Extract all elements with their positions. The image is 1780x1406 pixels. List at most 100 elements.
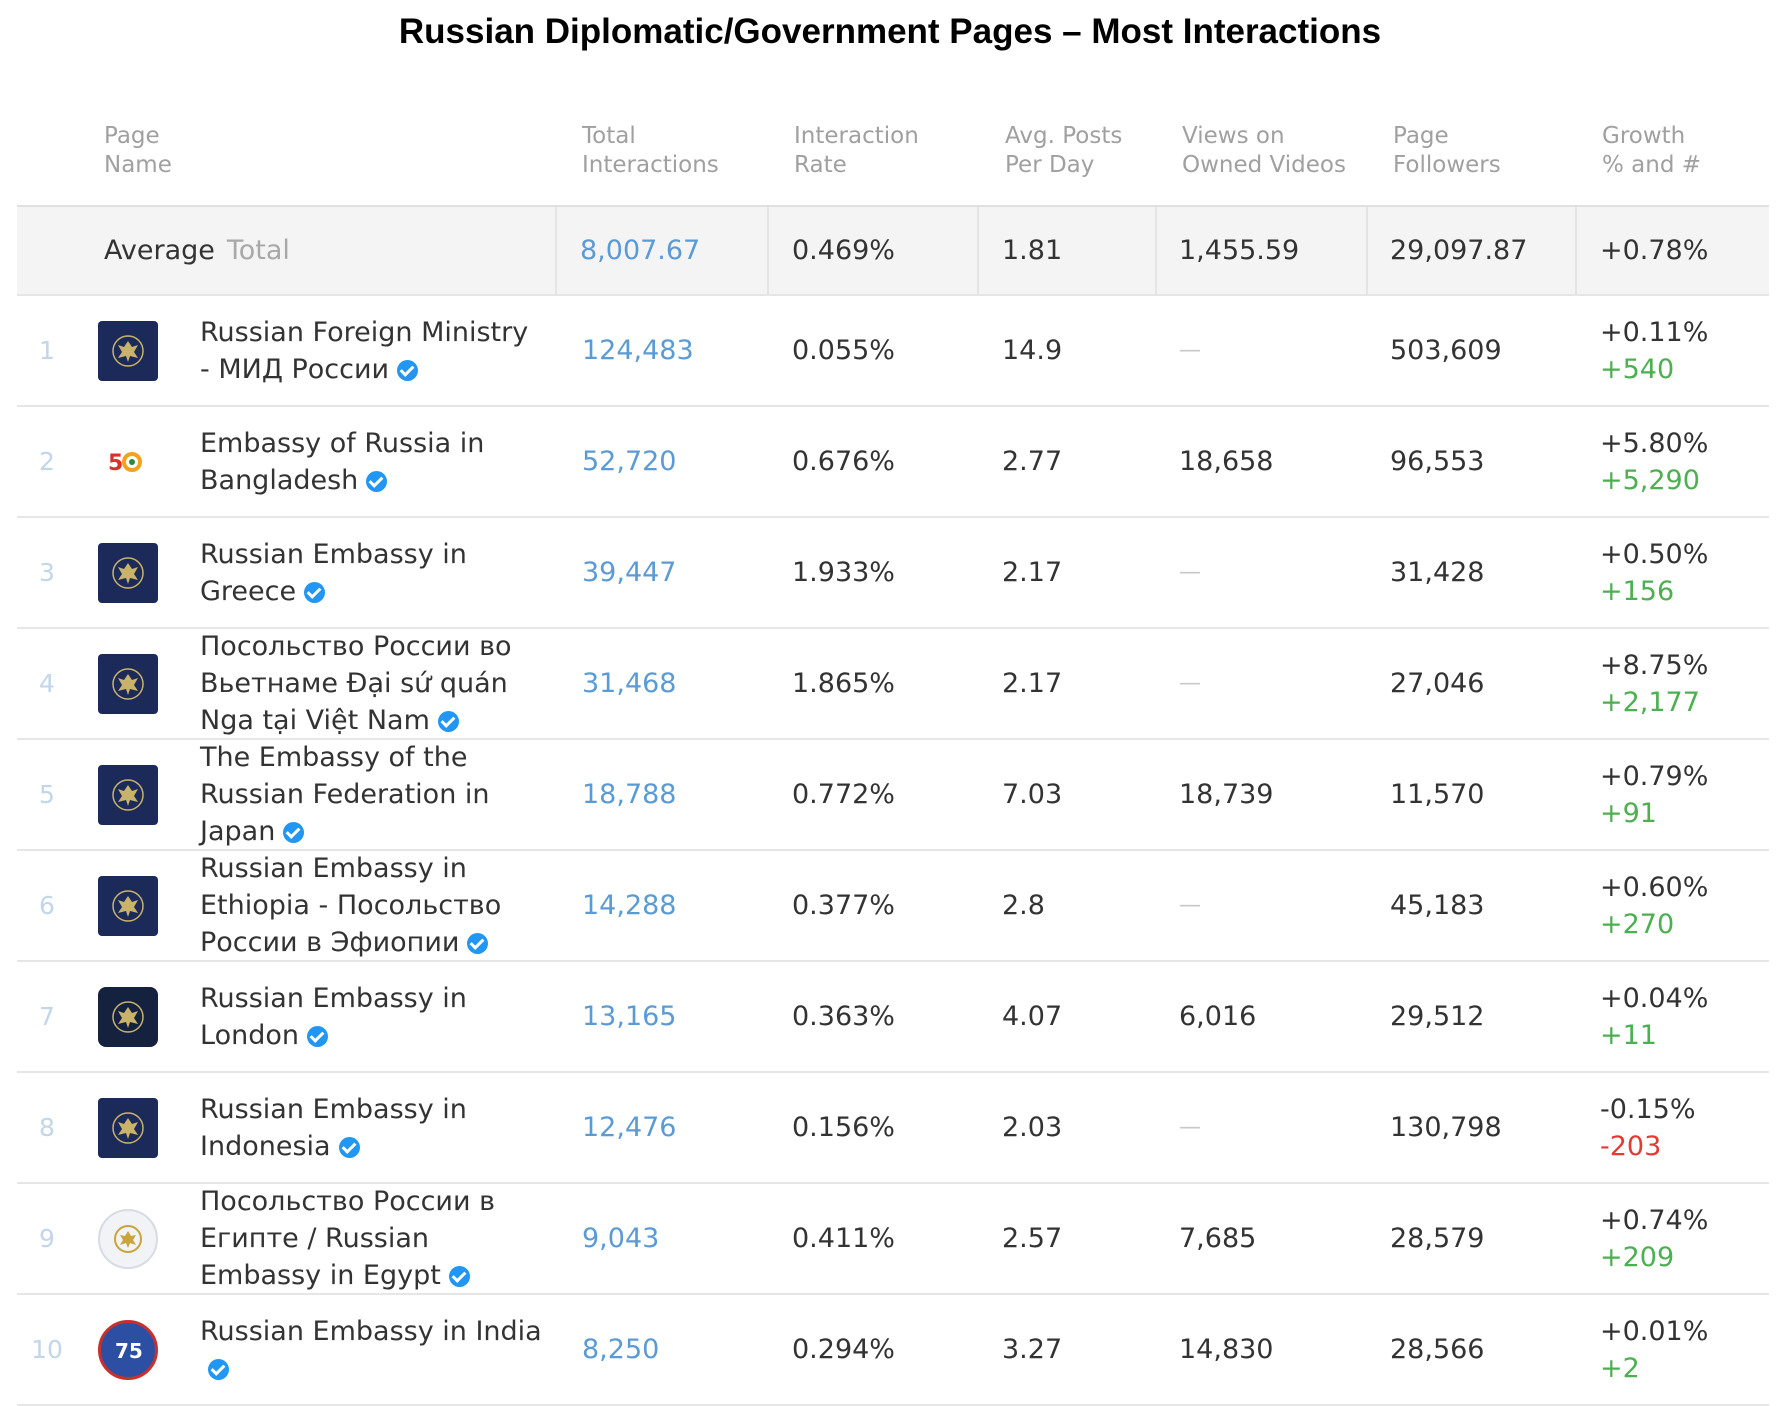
russian-coat-of-arms-icon[interactable] bbox=[98, 542, 158, 603]
russian-coat-of-arms-icon[interactable] bbox=[98, 320, 158, 381]
total-interactions[interactable]: 13,165 bbox=[582, 1001, 677, 1032]
page-followers: 28,579 bbox=[1390, 1223, 1485, 1254]
page-name-link[interactable]: Russian Embassy in Ethiopia - Посольство… bbox=[200, 850, 545, 961]
page-name-link[interactable]: The Embassy of the Russian Federation in… bbox=[200, 739, 545, 850]
total-interactions[interactable]: 9,043 bbox=[582, 1223, 660, 1254]
page-name[interactable]: Embassy of Russia in Bangladesh bbox=[200, 427, 485, 496]
total-interactions[interactable]: 124,483 bbox=[582, 335, 694, 366]
page-name[interactable]: Посольство России во Вьетнаме Đại sứ quá… bbox=[200, 631, 512, 736]
russian-coat-of-arms-icon[interactable] bbox=[98, 653, 158, 714]
interaction-rate: 1.933% bbox=[792, 557, 895, 588]
growth-percent: +0.01% bbox=[1600, 1315, 1709, 1347]
page-name-link[interactable]: Russian Embassy in London bbox=[200, 980, 545, 1054]
avg-posts-per-day: 2.17 bbox=[1002, 557, 1063, 588]
page-name-link[interactable]: Посольство России во Вьетнаме Đại sứ quá… bbox=[200, 628, 545, 739]
page-name[interactable]: Russian Embassy in London bbox=[200, 982, 467, 1051]
page-name[interactable]: The Embassy of the Russian Federation in… bbox=[200, 742, 490, 847]
table-row[interactable]: 5 The Embassy of the Russian Federation i… bbox=[17, 740, 1769, 851]
russian-coat-of-arms-icon[interactable] bbox=[98, 1097, 158, 1158]
page-name-link[interactable]: Embassy of Russia in Bangladesh bbox=[200, 425, 545, 499]
header-avg-posts[interactable]: Avg. Posts Per Day bbox=[1005, 123, 1123, 178]
average-label: Average bbox=[104, 235, 215, 266]
interaction-rate: 0.294% bbox=[792, 1334, 895, 1365]
rank-number: 2 bbox=[39, 447, 55, 476]
rank-number: 3 bbox=[39, 558, 55, 587]
page-followers: 45,183 bbox=[1390, 890, 1485, 921]
growth-percent: +0.50% bbox=[1600, 538, 1709, 570]
header-views[interactable]: Views on Owned Videos bbox=[1182, 123, 1346, 178]
growth-percent: +0.04% bbox=[1600, 982, 1709, 1014]
verified-badge-icon bbox=[304, 581, 326, 603]
average-followers: 29,097.87 bbox=[1390, 235, 1528, 266]
views-owned-videos: 7,685 bbox=[1179, 1223, 1257, 1254]
growth-absolute: +156 bbox=[1600, 575, 1675, 607]
embassy-seal-icon[interactable] bbox=[98, 1208, 158, 1269]
verified-badge-icon bbox=[338, 1136, 360, 1158]
page-name[interactable]: Russian Embassy in India bbox=[200, 1315, 542, 1347]
verified-badge-icon bbox=[208, 1358, 229, 1380]
interaction-rate: 0.363% bbox=[792, 1001, 895, 1032]
table-row[interactable]: 6 Russian Embassy in Ethiopia - Посольств… bbox=[17, 851, 1769, 962]
rank-number: 5 bbox=[39, 780, 55, 809]
interaction-rate: 0.156% bbox=[792, 1112, 895, 1143]
verified-badge-icon bbox=[366, 470, 388, 492]
table-row[interactable]: 10 75 Russian Embassy in India 8,250 0.294% 3… bbox=[17, 1295, 1769, 1406]
page-name-link[interactable]: Russian Embassy in India bbox=[200, 1313, 545, 1387]
page-name[interactable]: Russian Embassy in Indonesia bbox=[200, 1093, 467, 1162]
table-row[interactable]: 3 Russian Embassy in Greece 39,447 1.933% 2.… bbox=[17, 518, 1769, 629]
russian-coat-of-arms-icon[interactable] bbox=[98, 764, 158, 825]
total-interactions[interactable]: 14,288 bbox=[582, 890, 677, 921]
header-interaction-rate[interactable]: Interaction Rate bbox=[794, 123, 919, 178]
growth-percent: +0.60% bbox=[1600, 871, 1709, 903]
table-row[interactable]: 4 Посольство России во Вьетнаме Đại sứ qu… bbox=[17, 629, 1769, 740]
header-total-interactions[interactable]: Total Interactions bbox=[582, 123, 719, 178]
anniversary-75-logo-icon[interactable]: 75 bbox=[98, 1319, 158, 1380]
total-interactions[interactable]: 39,447 bbox=[582, 557, 677, 588]
header-growth[interactable]: Growth % and # bbox=[1602, 123, 1702, 178]
views-owned-videos: — bbox=[1179, 671, 1201, 696]
verified-badge-icon bbox=[448, 1266, 470, 1287]
table-row[interactable]: 7 Russian Embassy in London 13,165 0.363% 4.… bbox=[17, 962, 1769, 1073]
page-name[interactable]: Russian Foreign Ministry - МИД России bbox=[200, 316, 529, 385]
interaction-rate: 1.865% bbox=[792, 668, 895, 699]
page-name-link[interactable]: Посольство России в Египте / Russian Emb… bbox=[200, 1183, 545, 1294]
table-row[interactable]: 8 Russian Embassy in Indonesia 12,476 0.156… bbox=[17, 1073, 1769, 1184]
views-owned-videos: — bbox=[1179, 560, 1201, 585]
total-interactions[interactable]: 8,250 bbox=[582, 1334, 660, 1365]
page-name[interactable]: Посольство России в Египте / Russian Emb… bbox=[200, 1186, 496, 1291]
page-name-link[interactable]: Russian Foreign Ministry - МИД России bbox=[200, 314, 545, 388]
avg-posts-per-day: 2.17 bbox=[1002, 668, 1063, 699]
header-followers[interactable]: Page Followers bbox=[1393, 123, 1501, 178]
total-interactions[interactable]: 12,476 bbox=[582, 1112, 677, 1143]
anniversary-50-logo-icon[interactable]: 5 bbox=[98, 431, 158, 492]
avg-posts-per-day: 2.57 bbox=[1002, 1223, 1063, 1254]
table-row[interactable]: 1 Russian Foreign Ministry - МИД России 12… bbox=[17, 296, 1769, 407]
average-total-toggle[interactable]: Total bbox=[226, 235, 290, 266]
avg-posts-per-day: 3.27 bbox=[1002, 1334, 1063, 1365]
russian-coat-of-arms-icon[interactable] bbox=[98, 986, 158, 1047]
rank-number: 4 bbox=[39, 669, 55, 698]
interaction-rate: 0.676% bbox=[792, 446, 895, 477]
average-avg-posts: 1.81 bbox=[1002, 235, 1063, 266]
total-interactions[interactable]: 18,788 bbox=[582, 779, 677, 810]
growth-percent: +5.80% bbox=[1600, 427, 1709, 459]
table-row[interactable]: 9 Посольство России в Египте / Russian Em… bbox=[17, 1184, 1769, 1295]
rank-number: 7 bbox=[39, 1002, 55, 1031]
growth-percent: +8.75% bbox=[1600, 649, 1709, 681]
page-name-link[interactable]: Russian Embassy in Indonesia bbox=[200, 1091, 545, 1165]
avg-posts-per-day: 2.03 bbox=[1002, 1112, 1063, 1143]
russian-coat-of-arms-icon[interactable] bbox=[98, 875, 158, 936]
total-interactions[interactable]: 52,720 bbox=[582, 446, 677, 477]
growth-absolute: -203 bbox=[1600, 1130, 1662, 1162]
page-followers: 503,609 bbox=[1390, 335, 1502, 366]
table-row[interactable]: 2 5 Embassy of Russia in Bangladesh 52,720 0… bbox=[17, 407, 1769, 518]
interaction-rate: 0.772% bbox=[792, 779, 895, 810]
page-name-link[interactable]: Russian Embassy in Greece bbox=[200, 536, 545, 610]
total-interactions[interactable]: 31,468 bbox=[582, 668, 677, 699]
page-name[interactable]: Russian Embassy in Greece bbox=[200, 538, 467, 607]
table-header: Page Name Total Interactions Interaction… bbox=[17, 110, 1769, 207]
page-name[interactable]: Russian Embassy in Ethiopia - Посольство… bbox=[200, 853, 502, 958]
page-followers: 11,570 bbox=[1390, 779, 1485, 810]
growth-percent: +0.79% bbox=[1600, 760, 1709, 792]
header-page-name[interactable]: Page Name bbox=[104, 123, 172, 178]
